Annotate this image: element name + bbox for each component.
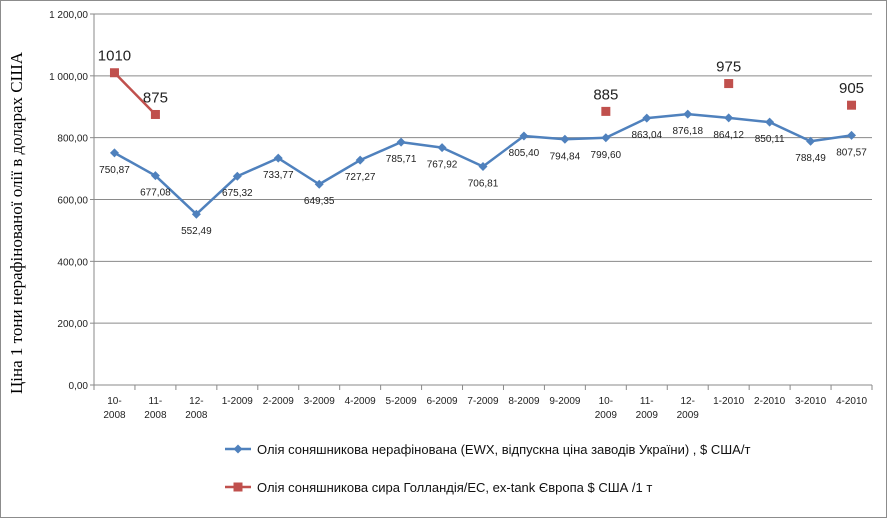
y-tick-label: 1 200,00 xyxy=(49,10,88,21)
data-point-diamond xyxy=(355,155,365,165)
legend-marker xyxy=(233,444,243,454)
data-point-diamond xyxy=(601,133,611,143)
y-tick-label: 800,00 xyxy=(57,134,88,145)
y-tick-label: 200,00 xyxy=(57,319,88,330)
x-tick-label: 1-2009 xyxy=(222,396,254,407)
x-tick-label: 10- xyxy=(599,396,613,407)
x-tick-label: 2-2009 xyxy=(263,396,295,407)
axes xyxy=(90,13,873,390)
x-tick-label: 4-2009 xyxy=(345,396,377,407)
data-label: 799,60 xyxy=(591,150,622,161)
y-axis-label: Ціна 1 тони нерафінованої олії в доларах… xyxy=(7,51,26,394)
data-labels: 750,87 677,08 552,49 675,32 733,77 649,35 727,… xyxy=(98,48,867,237)
x-tick-label: 2008 xyxy=(144,410,167,421)
data-point-square xyxy=(109,68,119,78)
data-point-diamond xyxy=(519,131,529,141)
legend-entry: Олія соняшникова нерафінована (EWX, відп… xyxy=(257,442,750,457)
data-label: 733,77 xyxy=(263,170,294,181)
data-label: 794,84 xyxy=(550,151,581,162)
data-point-diamond xyxy=(642,113,652,123)
data-label: 975 xyxy=(716,59,741,76)
data-label: 875 xyxy=(143,89,168,106)
x-tick-label: 2009 xyxy=(595,410,618,421)
data-point-diamond xyxy=(191,209,201,219)
x-tick-label: 2008 xyxy=(185,410,208,421)
data-label: 785,71 xyxy=(386,154,417,165)
x-tick-label: 2009 xyxy=(677,410,700,421)
data-point-square xyxy=(601,106,611,116)
data-point-diamond xyxy=(560,134,570,144)
y-tick-label: 0,00 xyxy=(69,381,89,392)
data-label: 675,32 xyxy=(222,188,253,199)
data-label: 750,87 xyxy=(99,165,130,176)
x-tick-label: 3-2010 xyxy=(795,396,827,407)
data-point-diamond xyxy=(806,136,816,146)
data-label: 552,49 xyxy=(181,226,212,237)
x-tick-labels: 10- 2008 11- 2008 12- 2008 1-2009 2-2009 3-2009 4… xyxy=(103,396,867,421)
x-tick-label: 1-2010 xyxy=(713,396,745,407)
x-tick-label: 2008 xyxy=(103,410,126,421)
data-label: 677,08 xyxy=(140,188,171,199)
data-point-diamond xyxy=(847,130,857,140)
gridlines xyxy=(94,13,872,324)
data-point-square xyxy=(150,109,160,119)
y-tick-label: 400,00 xyxy=(57,257,88,268)
data-point-diamond xyxy=(437,143,447,153)
data-label: 863,04 xyxy=(631,130,662,141)
x-tick-label: 5-2009 xyxy=(386,396,418,407)
data-label: 805,40 xyxy=(509,148,540,159)
y-tick-label: 1 000,00 xyxy=(49,72,88,83)
data-point-square xyxy=(724,79,734,89)
data-label: 876,18 xyxy=(672,126,703,137)
x-tick-label: 2009 xyxy=(636,410,659,421)
legend-marker xyxy=(233,482,243,492)
data-label: 788,49 xyxy=(795,153,826,164)
series-markers xyxy=(109,68,857,219)
data-label: 864,12 xyxy=(713,130,744,141)
x-tick-label: 12- xyxy=(681,396,695,407)
data-point-diamond xyxy=(150,171,160,181)
x-tick-label: 7-2009 xyxy=(467,396,499,407)
data-label: 727,27 xyxy=(345,172,376,183)
data-point-square xyxy=(847,100,857,110)
data-label: 850,11 xyxy=(755,134,785,145)
x-tick-label: 6-2009 xyxy=(426,396,458,407)
x-tick-label: 11- xyxy=(640,396,654,407)
x-tick-label: 3-2009 xyxy=(304,396,336,407)
x-tick-label: 9-2009 xyxy=(549,396,581,407)
x-tick-label: 11- xyxy=(149,396,163,407)
x-tick-label: 2-2010 xyxy=(754,396,786,407)
data-label: 649,35 xyxy=(304,196,335,207)
y-tick-labels: 0,00 200,00 400,00 600,00 800,00 1 000,00 1 20… xyxy=(49,10,88,392)
y-tick-label: 600,00 xyxy=(57,196,88,207)
x-tick-label: 4-2010 xyxy=(836,396,868,407)
legend: Олія соняшникова нерафінована (EWX, відп… xyxy=(225,442,750,495)
data-label: 807,57 xyxy=(836,147,867,158)
data-point-diamond xyxy=(396,137,406,147)
data-label: 905 xyxy=(839,80,864,97)
data-point-diamond xyxy=(232,171,242,181)
data-point-diamond xyxy=(273,153,283,163)
legend-entry: Олія соняшникова сира Голландія/ЕС, ex-t… xyxy=(257,480,652,495)
data-point-diamond xyxy=(109,148,119,158)
data-point-diamond xyxy=(765,117,775,127)
x-tick-label: 12- xyxy=(189,396,203,407)
data-point-diamond xyxy=(724,113,734,123)
series-line xyxy=(113,71,157,116)
data-label: 1010 xyxy=(98,48,131,65)
x-tick-label: 8-2009 xyxy=(508,396,540,407)
data-label: 767,92 xyxy=(427,160,458,171)
data-label: 706,81 xyxy=(468,178,499,189)
data-label: 885 xyxy=(593,86,618,103)
data-point-diamond xyxy=(478,161,488,171)
x-tick-label: 10- xyxy=(107,396,121,407)
data-point-diamond xyxy=(683,109,693,119)
data-point-diamond xyxy=(314,179,324,189)
